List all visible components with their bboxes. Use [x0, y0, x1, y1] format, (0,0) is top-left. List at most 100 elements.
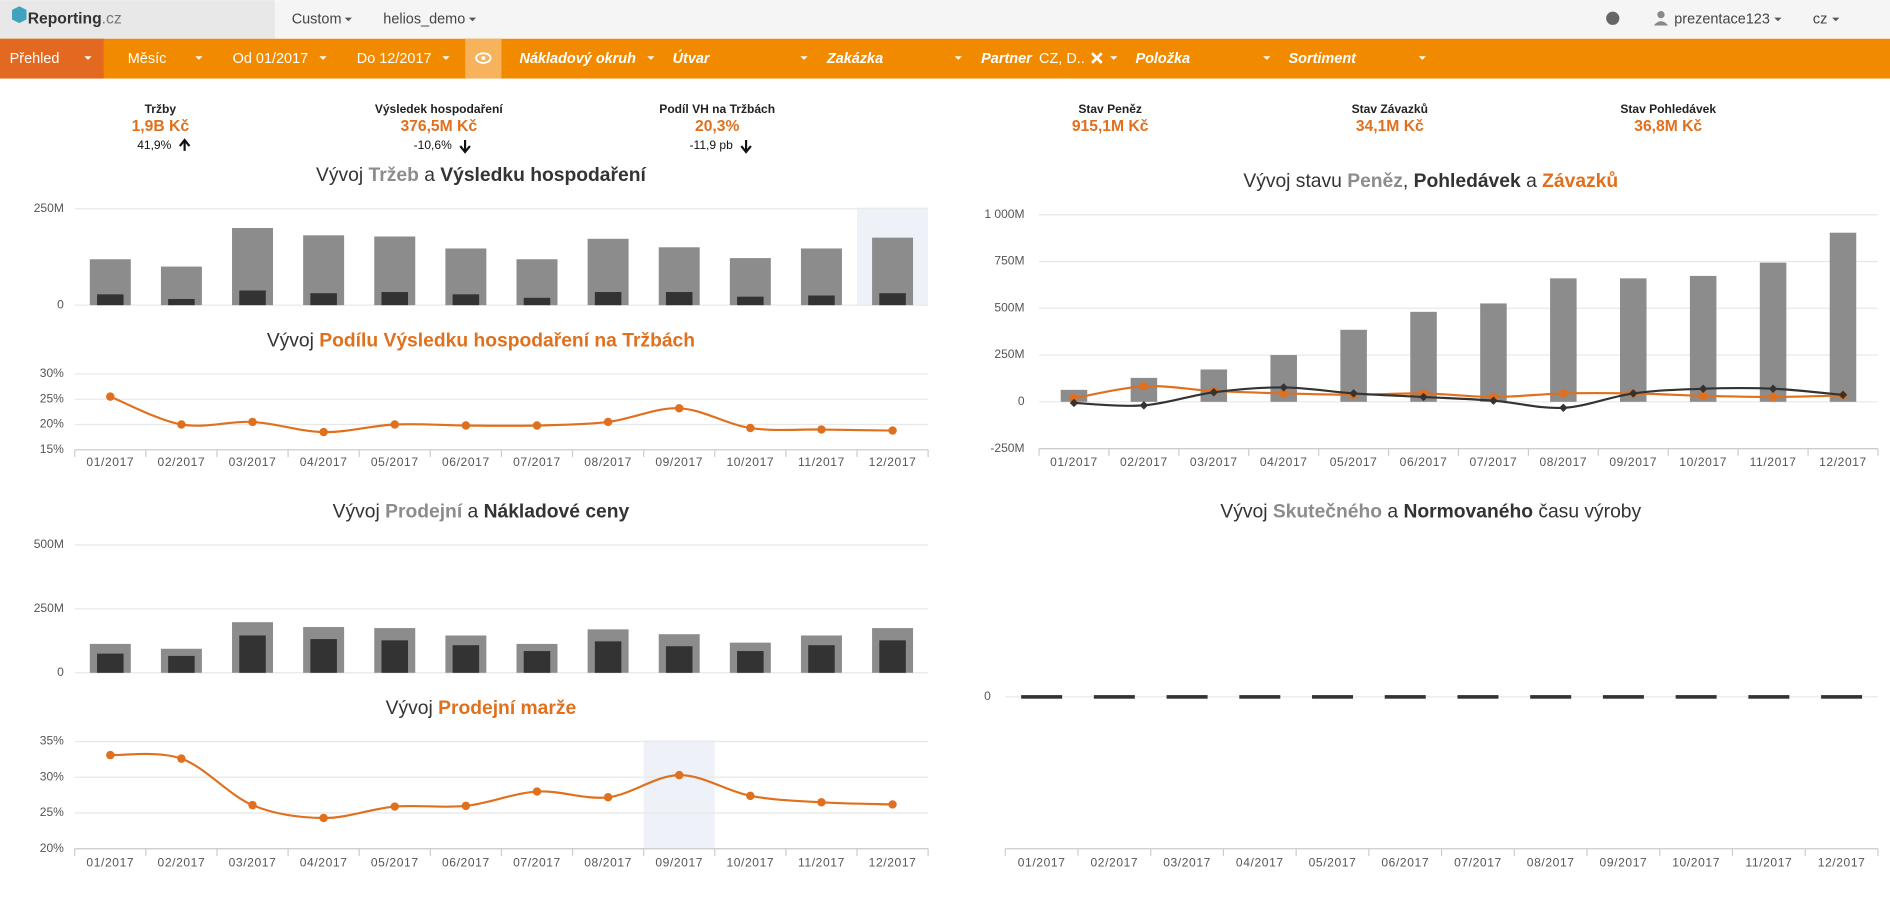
y-tick-label: 250M [34, 601, 64, 615]
info-icon[interactable] [1606, 11, 1620, 25]
bar [239, 290, 266, 306]
title-part: Prodejní [385, 502, 463, 523]
x-tick-label: 10/2017 [1672, 855, 1720, 869]
marker [675, 770, 684, 780]
title-part: Vývoj [1220, 502, 1272, 523]
logo-area [0, 0, 275, 39]
title-part: času výroby [1533, 502, 1642, 523]
y-tick-label: 1 000M [984, 207, 1024, 221]
menu-item[interactable]: helios_demo [383, 11, 465, 27]
x-tick-label: 03/2017 [1190, 455, 1238, 469]
bar [97, 653, 124, 673]
filter[interactable]: Útvar [673, 49, 711, 67]
filter[interactable]: Zakázka [826, 51, 883, 67]
clear-icon[interactable] [1091, 52, 1103, 64]
bar [516, 259, 558, 306]
x-tick-label: 11/2017 [1745, 855, 1792, 869]
y-tick-label: 250M [34, 201, 64, 215]
bar [1675, 695, 1717, 699]
y-tick-label: 30% [40, 366, 64, 380]
marker [1838, 390, 1848, 400]
x-tick-label: 10/2017 [726, 855, 774, 869]
title-part: Vývoj [267, 330, 319, 351]
x-tick-label: 09/2017 [1600, 855, 1648, 869]
y-tick-label: 15% [40, 442, 64, 456]
x-tick-label: 12/2017 [869, 855, 917, 869]
filter[interactable]: Položka [1135, 51, 1190, 67]
marker [1279, 389, 1288, 398]
bar [452, 645, 480, 673]
language[interactable]: cz [1813, 11, 1827, 27]
x-tick-label: 07/2017 [513, 855, 561, 869]
marker [817, 798, 826, 807]
marker [1069, 394, 1079, 403]
title-part: a [1521, 171, 1542, 192]
filter[interactable]: Od 01/2017 [233, 51, 309, 67]
chart-title: Vývoj Prodejní marže [386, 698, 577, 719]
trend-arrow [178, 138, 191, 151]
filter[interactable]: Do 12/2017 [357, 51, 432, 67]
bar [1239, 695, 1281, 699]
title-part: Pohledávek [1414, 171, 1521, 192]
eye-pupil [481, 56, 486, 60]
marker [1768, 384, 1778, 393]
kpi-change: -10,6% [414, 138, 452, 152]
marker [248, 800, 257, 810]
title-part: Vývoj [333, 502, 385, 523]
bar [97, 294, 124, 306]
marker [532, 421, 542, 430]
bar [1166, 695, 1208, 699]
bar [1021, 695, 1063, 699]
marker [1698, 391, 1708, 401]
marker [532, 787, 542, 796]
caret [344, 17, 352, 22]
y-tick-label: 500M [34, 537, 64, 551]
bar [594, 641, 622, 673]
filter[interactable]: Partner [981, 51, 1033, 67]
bar [1457, 695, 1499, 699]
marker [1768, 392, 1778, 402]
chart-title: Vývoj Tržeb a Výsledku hospodaření [316, 165, 646, 186]
bar [523, 297, 551, 306]
x-tick-label: 06/2017 [442, 855, 490, 869]
filter[interactable]: Přehled [10, 51, 60, 67]
marker [319, 427, 328, 437]
y-tick-label: 20% [40, 841, 64, 855]
filter-active[interactable] [0, 38, 104, 79]
caret [1110, 56, 1118, 60]
line [1073, 385, 1844, 400]
title-part: Normovaného [1403, 502, 1533, 523]
filter[interactable]: Měsíc [128, 51, 167, 67]
bar [665, 646, 693, 673]
filter-bar [0, 38, 1890, 79]
bar [1550, 278, 1577, 402]
kpi-change: -11,9 pb [690, 138, 734, 152]
kpi-label: Stav Pohledávek [1620, 102, 1716, 116]
bar [523, 651, 551, 673]
caret [1832, 17, 1840, 22]
x-tick-label: 12/2017 [1818, 855, 1866, 869]
filter[interactable]: Sortiment [1289, 51, 1358, 67]
x-tick-label: 09/2017 [655, 855, 703, 869]
x-tick-label: 05/2017 [1309, 855, 1357, 869]
bar [1759, 262, 1787, 402]
user-icon-body [1653, 21, 1669, 26]
chart-title: Vývoj stavu Peněz, Pohledávek a Závazků [1243, 171, 1618, 192]
x-tick-label: 11/2017 [798, 855, 845, 869]
marker [817, 425, 826, 434]
y-tick-label: 0 [984, 689, 991, 703]
kpi-label: Stav Peněz [1078, 102, 1142, 116]
user-name[interactable]: prezentace123 [1674, 11, 1770, 27]
menu-item[interactable]: Custom [292, 11, 342, 27]
filter[interactable]: Nákladový okruh [520, 51, 637, 67]
caret [195, 56, 203, 60]
bar [381, 640, 409, 673]
x-tick-label: 10/2017 [726, 455, 774, 469]
marker [888, 800, 897, 809]
x-tick-label: 05/2017 [1330, 455, 1378, 469]
chart-title: Vývoj Prodejní a Nákladové ceny [333, 502, 630, 523]
marker [1629, 389, 1638, 398]
marker [177, 754, 186, 763]
caret [1774, 17, 1782, 22]
